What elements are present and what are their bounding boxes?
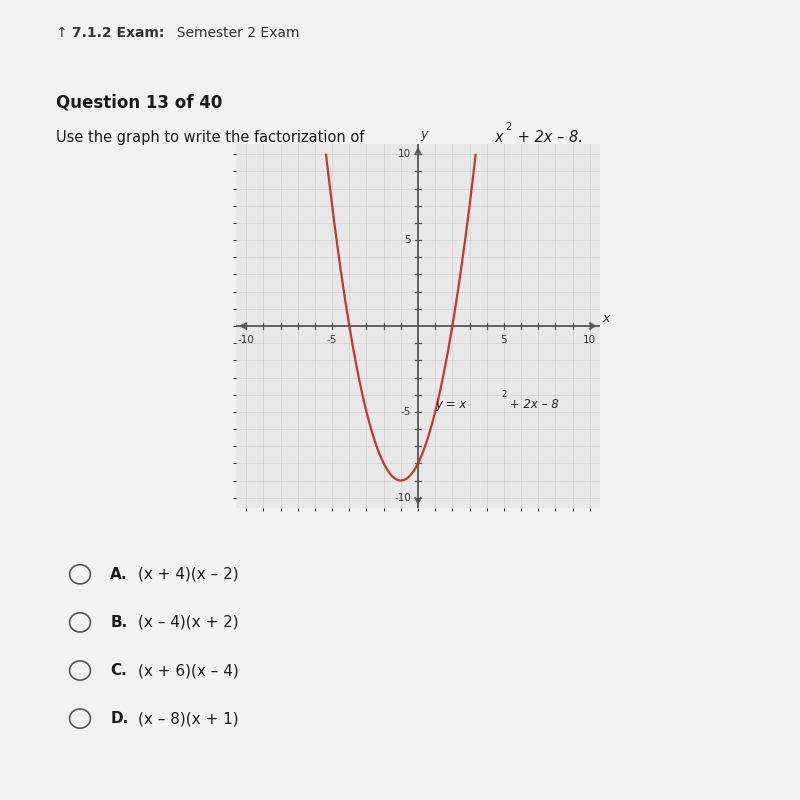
Text: 10: 10 [583,335,596,346]
Text: A.: A. [110,566,128,582]
Text: 7.1.2 Exam:: 7.1.2 Exam: [72,26,164,40]
Text: (x – 4)(x + 2): (x – 4)(x + 2) [138,615,238,630]
Text: -10: -10 [394,493,411,502]
Text: Question 13 of 40: Question 13 of 40 [56,94,222,111]
Text: + 2x – 8: + 2x – 8 [506,398,558,411]
Text: (x + 4)(x – 2): (x + 4)(x – 2) [138,566,238,582]
Text: -5: -5 [327,335,338,346]
Text: 10: 10 [398,150,411,159]
Text: ↑: ↑ [56,26,76,40]
Text: x: x [602,312,610,325]
Text: y: y [420,129,428,142]
Text: y = x: y = x [435,398,466,411]
Text: B.: B. [110,615,128,630]
Text: + 2x – 8.: + 2x – 8. [513,130,582,146]
Text: Semester 2 Exam: Semester 2 Exam [168,26,299,40]
Text: -5: -5 [401,407,411,417]
Text: 2: 2 [506,122,512,132]
Text: 2: 2 [502,390,506,399]
Text: 5: 5 [405,235,411,245]
Text: (x – 8)(x + 1): (x – 8)(x + 1) [138,711,238,726]
Text: Use the graph to write the factorization of: Use the graph to write the factorization… [56,130,369,146]
Text: -10: -10 [238,335,254,346]
Text: 5: 5 [501,335,507,346]
Text: D.: D. [110,711,129,726]
Text: x: x [494,130,503,146]
Text: C.: C. [110,663,127,678]
Text: (x + 6)(x – 4): (x + 6)(x – 4) [138,663,238,678]
